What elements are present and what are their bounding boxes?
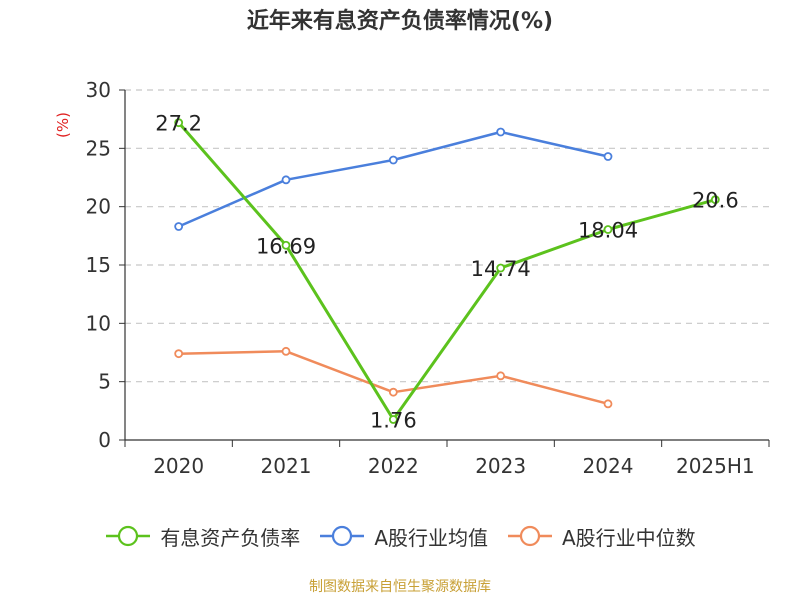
x-tick-label: 2020 xyxy=(153,454,204,478)
x-tick-label: 2025H1 xyxy=(676,454,755,478)
legend-marker-icon xyxy=(320,525,365,547)
y-tick-label: 5 xyxy=(98,370,111,394)
y-tick-label: 10 xyxy=(86,311,111,335)
y-tick-label: 30 xyxy=(86,78,111,102)
grid-lines xyxy=(125,89,769,383)
legend-item: A股行业中位数 xyxy=(506,522,696,551)
y-tick-label: 15 xyxy=(86,253,111,277)
data-point xyxy=(603,152,613,161)
y-axis-label: (%) xyxy=(54,112,72,138)
y-tick-label: 20 xyxy=(86,195,111,219)
data-point xyxy=(388,387,398,397)
series-line xyxy=(178,130,609,228)
data-point xyxy=(388,415,398,424)
data-label: 27.2 xyxy=(155,112,202,136)
x-tick-label: 2021 xyxy=(261,454,312,478)
data-label: 16.69 xyxy=(256,234,316,258)
data-label: 14.74 xyxy=(471,257,531,281)
data-point xyxy=(174,349,184,359)
data-label: 18.04 xyxy=(578,219,638,243)
y-tick-label: 25 xyxy=(86,136,111,160)
legend-item: 有息资产负债率 xyxy=(104,522,300,551)
data-point xyxy=(603,399,613,409)
x-tick-label: 2022 xyxy=(368,454,419,478)
data-labels: 27.2 16.69 1.76 14.74 18.04 20.6 xyxy=(155,112,738,433)
series-lines xyxy=(174,118,720,424)
legend-marker-icon xyxy=(508,525,552,547)
data-point xyxy=(174,222,184,231)
data-point xyxy=(496,371,506,381)
data-point xyxy=(496,127,506,137)
axes: 0 5 10 15 20 25 30 2020 2021 2022 2023 2024 2025H1 (%… xyxy=(54,78,770,478)
y-tick-label: 0 xyxy=(98,428,111,452)
chart-title: 近年来有息资产负债率情况(%) xyxy=(246,9,554,34)
data-label: 1.76 xyxy=(370,408,417,432)
data-point xyxy=(388,155,398,165)
chart-legend: 有息资产负债率 A股行业均值 A股行业中位数 xyxy=(0,518,800,554)
legend-item: A股行业均值 xyxy=(318,522,488,551)
data-point xyxy=(281,175,291,185)
series-line xyxy=(177,121,716,421)
legend-marker-icon xyxy=(106,525,151,547)
source-note: 制图数据来自恒生聚源数据库 xyxy=(309,579,491,595)
legend-label: 有息资产负债率 xyxy=(160,525,301,550)
data-point xyxy=(710,195,720,205)
data-label: 20.6 xyxy=(692,189,739,213)
x-tick-label: 2023 xyxy=(475,454,526,478)
data-point xyxy=(281,346,291,356)
data-point xyxy=(496,263,506,273)
data-point xyxy=(603,225,613,234)
legend-label: A股行业中位数 xyxy=(562,525,696,550)
legend-label: A股行业均值 xyxy=(374,525,488,550)
x-tick-label: 2024 xyxy=(583,454,634,478)
data-point xyxy=(174,118,184,128)
data-point xyxy=(281,240,291,250)
